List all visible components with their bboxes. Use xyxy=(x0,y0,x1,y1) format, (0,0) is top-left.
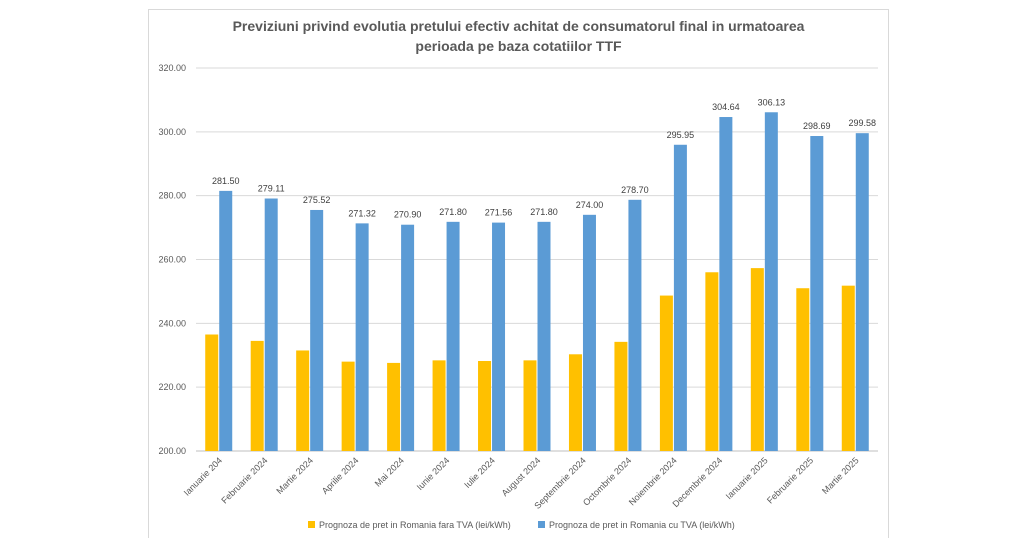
x-tick-label: Decembrie 2024 xyxy=(671,455,725,509)
data-label: 281.50 xyxy=(212,176,240,186)
x-tick-label: Februarie 2025 xyxy=(765,455,815,505)
x-tick-label: Mai 2024 xyxy=(373,455,406,488)
bar-fara-tva xyxy=(796,288,810,451)
y-tick-label: 300.00 xyxy=(158,127,186,137)
bar-fara-tva xyxy=(250,340,264,451)
y-tick-label: 280.00 xyxy=(158,191,186,201)
x-tick-label: Iunie 2024 xyxy=(415,455,452,492)
legend-label: Prognoza de pret in Romania cu TVA (lei/… xyxy=(549,520,735,530)
bar-fara-tva xyxy=(568,354,582,451)
x-tick-label: August 2024 xyxy=(500,455,543,498)
bar-cu-tva xyxy=(855,133,869,451)
bar-cu-tva xyxy=(537,221,551,451)
bar-cu-tva xyxy=(492,222,506,451)
chart-title: Previziuni privind evolutia pretului efe… xyxy=(148,16,889,56)
data-label: 304.64 xyxy=(712,102,740,112)
data-label: 306.13 xyxy=(758,97,786,107)
bar-fara-tva xyxy=(750,268,764,451)
bar-fara-tva xyxy=(341,361,355,451)
y-tick-label: 220.00 xyxy=(158,382,186,392)
data-label: 271.56 xyxy=(485,208,513,218)
bar-fara-tva xyxy=(387,362,401,451)
x-tick-label: Ianuarie 2025 xyxy=(724,455,770,501)
bar-cu-tva xyxy=(310,209,324,451)
y-tick-label: 260.00 xyxy=(158,255,186,265)
chart-title-line-2: perioada pe baza cotatiilor TTF xyxy=(415,38,622,54)
data-label: 299.58 xyxy=(849,118,877,128)
data-label: 271.80 xyxy=(439,207,467,217)
y-tick-label: 320.00 xyxy=(158,63,186,73)
data-label: 275.52 xyxy=(303,195,331,205)
y-tick-label: 240.00 xyxy=(158,318,186,328)
data-label: 295.95 xyxy=(667,130,695,140)
x-tick-label: Noiembrie 2024 xyxy=(627,455,679,507)
x-tick-label: Februarie 2024 xyxy=(219,455,269,505)
legend-swatch xyxy=(308,521,315,528)
bar-cu-tva xyxy=(264,198,278,451)
legend-label: Prognoza de pret in Romania fara TVA (le… xyxy=(319,520,511,530)
bar-cu-tva xyxy=(764,112,778,451)
bar-cu-tva xyxy=(401,224,415,451)
data-label: 271.32 xyxy=(348,208,376,218)
bar-fara-tva xyxy=(296,350,310,451)
x-tick-label: Ianuarie 204 xyxy=(182,455,224,497)
data-label: 298.69 xyxy=(803,121,831,131)
bar-fara-tva xyxy=(659,295,673,451)
bar-cu-tva xyxy=(719,117,733,452)
x-tick-label: Aprilie 2024 xyxy=(320,455,361,496)
bar-fara-tva xyxy=(205,334,219,451)
data-label: 274.00 xyxy=(576,200,604,210)
bar-cu-tva xyxy=(355,223,369,451)
bar-fara-tva xyxy=(841,285,855,451)
bar-fara-tva xyxy=(432,360,446,451)
data-label: 279.11 xyxy=(258,184,285,194)
x-tick-label: Octombrie 2024 xyxy=(581,455,633,507)
bar-cu-tva xyxy=(810,136,824,452)
bar-fara-tva xyxy=(478,360,492,451)
bar-cu-tva xyxy=(582,214,596,451)
bar-fara-tva xyxy=(705,272,719,451)
legend-swatch xyxy=(538,521,545,528)
bar-cu-tva xyxy=(628,199,642,451)
y-tick-label: 200.00 xyxy=(158,446,186,456)
chart-title-line-1: Previziuni privind evolutia pretului efe… xyxy=(232,18,805,34)
data-label: 270.90 xyxy=(394,210,422,220)
x-tick-label: Martie 2025 xyxy=(820,455,861,496)
bar-cu-tva xyxy=(673,144,687,451)
x-tick-label: Iulie 2024 xyxy=(462,455,497,490)
data-label: 271.80 xyxy=(530,207,558,217)
bar-fara-tva xyxy=(614,341,628,451)
bar-cu-tva xyxy=(219,190,233,452)
bar-fara-tva xyxy=(523,360,537,451)
x-tick-label: Martie 2024 xyxy=(274,455,315,496)
bar-cu-tva xyxy=(446,221,460,451)
data-label: 278.70 xyxy=(621,185,649,195)
